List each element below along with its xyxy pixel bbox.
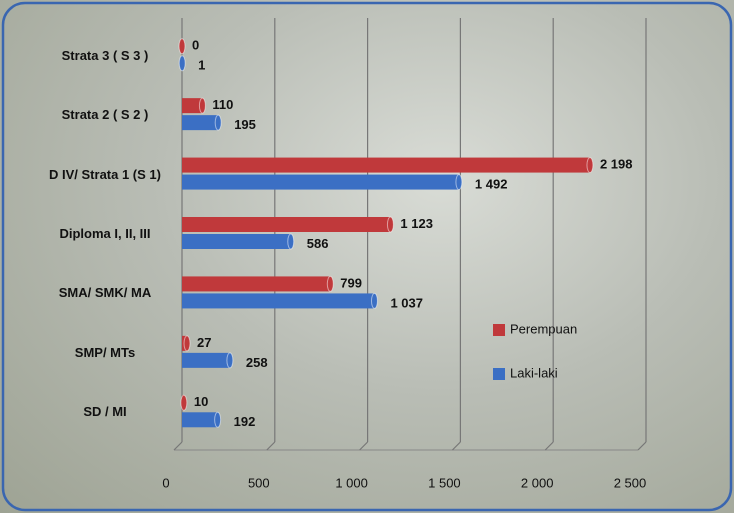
bar-cap — [198, 97, 206, 114]
bar-cap — [386, 216, 394, 233]
bar — [182, 174, 459, 190]
value-label: 1 123 — [400, 216, 433, 231]
category-label: Strata 3 ( S 3 ) — [61, 47, 149, 63]
x-tick-label: 0 — [162, 475, 169, 490]
bar — [182, 115, 219, 131]
bar — [182, 157, 590, 173]
legend-swatch — [493, 368, 505, 380]
x-tick-label: 500 — [248, 475, 270, 490]
grid-line — [359, 441, 369, 451]
x-tick-label: 1 000 — [335, 475, 368, 490]
bar — [182, 234, 291, 249]
category-label: Diploma I, II, III — [59, 226, 151, 241]
bar-cap — [326, 275, 334, 292]
value-label: 1 — [198, 58, 205, 73]
bar-cap — [455, 174, 463, 191]
x-tick-label: 2 500 — [614, 475, 647, 490]
bar-cap — [183, 335, 191, 352]
category-label: Strata 2 ( S 2 ) — [61, 107, 149, 123]
value-label: 258 — [246, 355, 268, 370]
grid-line — [637, 441, 647, 451]
bar-cap — [178, 55, 186, 72]
category-label: D IV/ Strata 1 (S 1) — [49, 166, 161, 182]
bar-cap — [586, 157, 594, 174]
value-label: 799 — [340, 275, 362, 290]
bar-cap — [214, 411, 222, 428]
bar-cap — [178, 38, 186, 55]
bar — [182, 276, 331, 292]
value-label: 586 — [307, 236, 329, 251]
legend-label: Laki-laki — [510, 365, 558, 380]
legend-label: Perempuan — [510, 321, 577, 336]
value-label: 110 — [212, 97, 233, 112]
bar — [182, 98, 203, 114]
grid-line — [266, 441, 276, 451]
bar — [182, 412, 218, 428]
value-label: 0 — [192, 38, 199, 53]
bar — [182, 352, 230, 368]
bar-cap — [226, 352, 234, 369]
category-label: SMA/ SMK/ MA — [58, 285, 152, 301]
bar — [182, 293, 375, 309]
value-label: 10 — [194, 394, 208, 409]
grid-line — [544, 441, 554, 451]
x-tick-label: 2 000 — [521, 475, 554, 490]
bar-cap — [370, 292, 378, 309]
bar-cap — [180, 394, 188, 411]
bar-cap — [287, 233, 295, 250]
value-label: 1 037 — [390, 295, 423, 310]
value-label: 195 — [234, 117, 256, 132]
value-label: 27 — [197, 335, 211, 350]
x-tick-label: 1 500 — [428, 475, 461, 490]
value-label: 192 — [234, 414, 256, 429]
category-label: SMP/ MTs — [74, 344, 136, 360]
bar-cap — [214, 114, 222, 131]
category-label: SD / MI — [83, 404, 127, 420]
value-label: 1 492 — [475, 177, 508, 192]
bar — [182, 217, 391, 232]
value-label: 2 198 — [600, 157, 633, 172]
legend-swatch — [493, 324, 505, 336]
grid-line — [173, 441, 183, 451]
grid-line — [451, 441, 461, 451]
